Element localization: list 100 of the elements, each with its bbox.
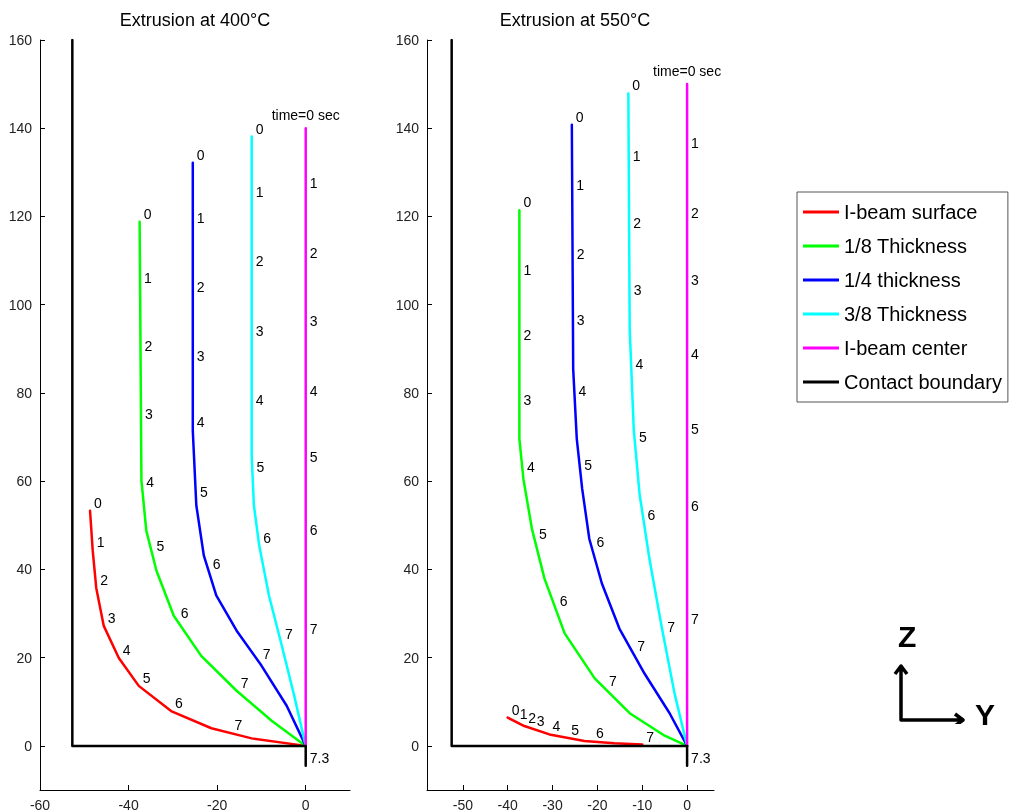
annotation: 4: [309, 382, 318, 399]
y-tick-label: 0: [24, 737, 33, 754]
annotation: 5: [584, 456, 593, 473]
annotation: 6: [596, 725, 605, 742]
annotation: 4: [196, 414, 205, 431]
annotation: 6: [647, 506, 656, 523]
annotation: 0: [523, 194, 532, 211]
annotation: 7: [691, 611, 700, 628]
annotation: 0: [632, 77, 641, 94]
annotation: 3: [309, 313, 318, 330]
annotation: 1: [196, 210, 205, 227]
annotation: 7: [284, 626, 293, 643]
annotation: 5: [256, 458, 265, 475]
annotation: 3: [107, 609, 116, 626]
annotation: 3: [576, 312, 585, 329]
annotation: 4: [526, 459, 535, 475]
annotation: 1: [144, 270, 153, 287]
annotation: 7.3: [309, 749, 330, 766]
annotation: 7: [646, 728, 655, 745]
y-tick-label: 40: [16, 561, 33, 578]
x-tick-label: -50: [452, 797, 474, 812]
annotation: 0: [94, 494, 103, 511]
legend-label: 1/4 thickness: [844, 269, 961, 291]
annotation: 6: [212, 556, 221, 573]
annotation: 4: [691, 345, 700, 362]
annotation: 6: [175, 695, 184, 712]
annotation: 5: [639, 429, 648, 446]
annotation: 6: [180, 604, 189, 621]
annotation: 6: [559, 592, 568, 609]
annotation: 0: [143, 205, 152, 222]
text: Y: [975, 698, 996, 731]
y-tick-label: 140: [8, 120, 33, 137]
x-tick-label: -20: [207, 797, 228, 812]
annotation: 6: [309, 522, 318, 539]
y-tick-label: 120: [395, 208, 420, 225]
annotation: 3: [255, 322, 264, 339]
legend-label: 3/8 Thickness: [844, 303, 968, 325]
annotation: time=0 sec: [271, 107, 340, 124]
annotation: time=0 sec: [653, 63, 722, 80]
annotation: 5: [539, 526, 548, 543]
annotation: 2: [255, 252, 264, 269]
annotation: 7: [637, 637, 646, 654]
annotation: 5: [199, 483, 208, 500]
annotation: 3: [144, 406, 153, 423]
annotation: 5: [571, 721, 580, 738]
annotation: 3: [536, 712, 545, 729]
annotation: 6: [263, 530, 272, 547]
chart-title: Extrusion at 550°C: [499, 10, 651, 30]
annotation: 1: [632, 147, 641, 164]
annotation: 0: [196, 146, 205, 163]
annotation: 7: [309, 621, 318, 638]
annotation: 7: [240, 674, 249, 691]
x-tick-label: 0: [301, 797, 310, 812]
annotation: 2: [309, 245, 318, 262]
annotation: 1: [576, 177, 585, 194]
annotation: 4: [255, 391, 264, 408]
annotation: 5: [142, 669, 151, 686]
legend-label: Contact boundary: [844, 371, 1002, 393]
annotation: 1: [96, 534, 105, 551]
annotation: 5: [156, 538, 165, 555]
x-tick-label: -20: [587, 797, 608, 812]
annotation: 5: [691, 420, 700, 437]
y-tick-label: 80: [403, 384, 420, 401]
y-tick-label: 40: [403, 561, 420, 578]
x-tick-label: 0: [683, 797, 692, 812]
annotation: 4: [578, 383, 587, 400]
annotation: 4: [122, 642, 131, 659]
annotation: 6: [691, 497, 700, 514]
annotation: 7: [667, 619, 676, 636]
y-tick-label: 120: [8, 208, 33, 225]
annotation: 2: [100, 571, 109, 588]
annotation: 0: [255, 120, 264, 137]
x-tick-label: -10: [632, 797, 653, 812]
annotation: 3: [196, 348, 205, 365]
annotation: 2: [633, 215, 642, 232]
y-tick-label: 20: [403, 649, 420, 666]
annotation: 7: [262, 646, 271, 663]
y-tick-label: 0: [411, 737, 420, 754]
annotation: 2: [528, 710, 537, 727]
text: Z: [898, 620, 917, 653]
annotation: 1: [519, 706, 528, 723]
y-tick-label: 140: [395, 120, 420, 137]
annotation: 0: [511, 701, 520, 718]
y-tick-label: 160: [8, 32, 33, 48]
y-tick-label: 160: [395, 32, 420, 48]
annotation: 7: [234, 717, 243, 734]
annotation: 1: [309, 174, 318, 191]
annotation: 2: [196, 279, 205, 295]
y-tick-label: 60: [16, 473, 33, 490]
annotation: 3: [633, 281, 642, 298]
annotation: 2: [144, 338, 153, 355]
x-tick-label: -40: [118, 797, 139, 812]
annotation: 6: [596, 533, 605, 550]
line-series: [627, 92, 689, 748]
annotation: 1: [523, 261, 532, 278]
chart-title: Extrusion at 400°C: [119, 10, 271, 30]
x-tick-label: -60: [29, 797, 51, 812]
legend-label: I-beam center: [844, 337, 968, 359]
y-tick-label: 20: [16, 649, 33, 666]
annotation: 2: [576, 245, 585, 262]
